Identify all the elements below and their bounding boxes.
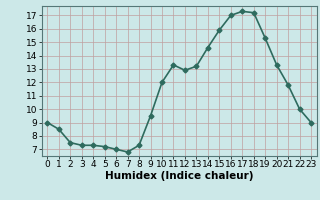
X-axis label: Humidex (Indice chaleur): Humidex (Indice chaleur) (105, 171, 253, 181)
